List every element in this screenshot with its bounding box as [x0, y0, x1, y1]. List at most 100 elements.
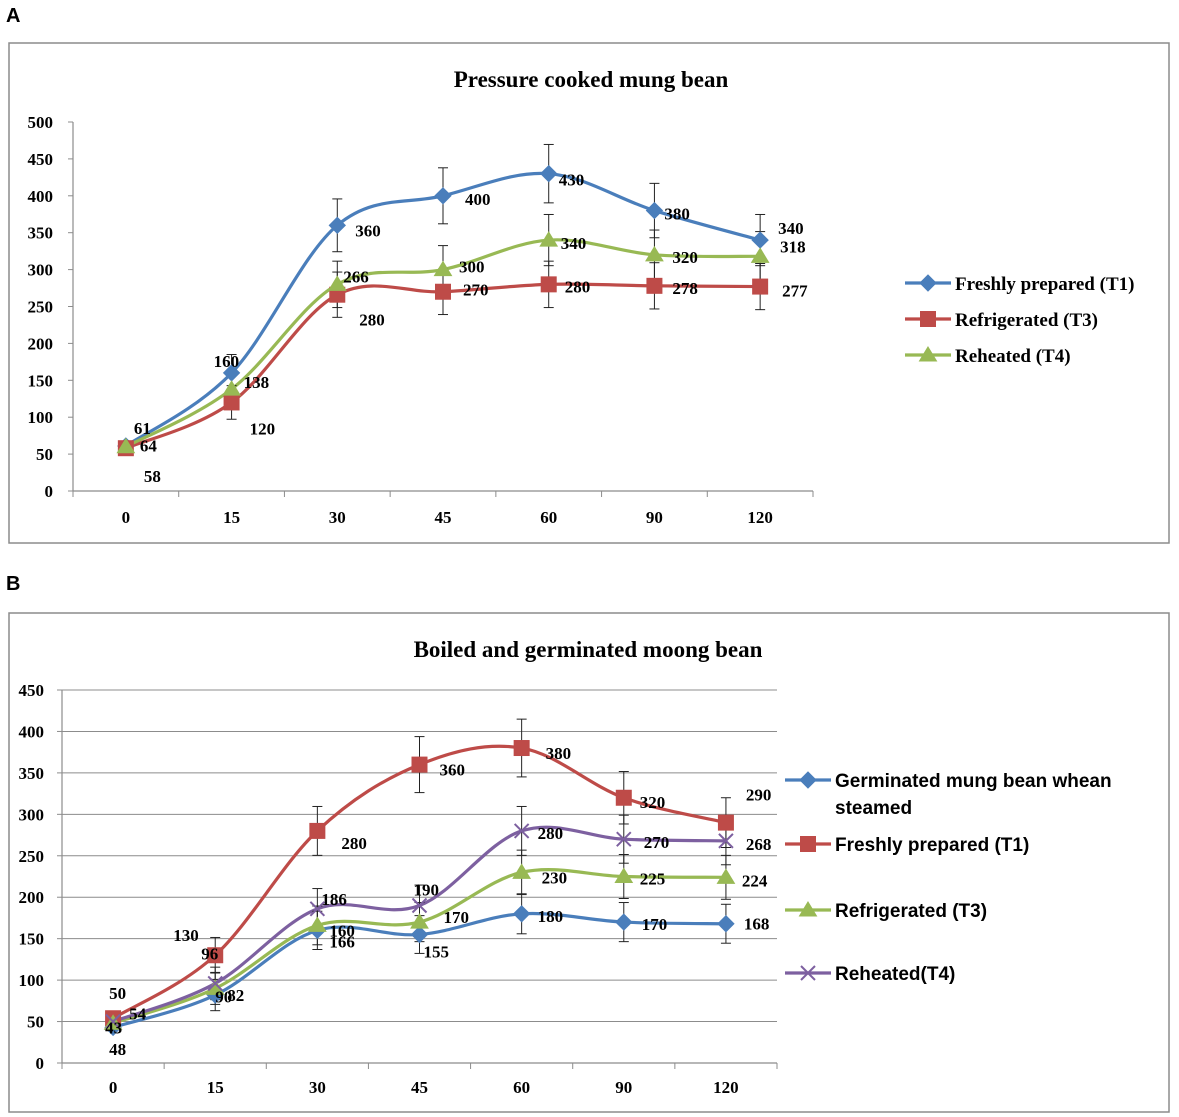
- data-label: 380: [664, 205, 690, 224]
- data-label: 50: [109, 984, 126, 1003]
- y-tick-label: 250: [28, 298, 54, 317]
- data-point: [539, 231, 559, 247]
- data-label: 58: [144, 467, 161, 486]
- data-label: 430: [559, 171, 585, 190]
- legend-label: Freshly prepared (T1): [955, 274, 1134, 295]
- legend-marker: [918, 346, 938, 362]
- data-point: [717, 814, 734, 831]
- data-point: [716, 868, 736, 884]
- legend-item: Reheated (T4): [905, 346, 1071, 367]
- x-tick-label: 60: [513, 1078, 530, 1097]
- legend-label: steamed: [835, 798, 912, 819]
- legend-marker: [799, 771, 817, 789]
- data-point: [207, 975, 223, 992]
- x-tick-label: 60: [540, 508, 557, 527]
- panel-b-title: Boiled and germinated moong bean: [414, 637, 763, 662]
- x-tick-label: 0: [122, 508, 131, 527]
- data-label: 318: [780, 237, 806, 256]
- y-tick-label: 150: [28, 371, 54, 390]
- data-label: 360: [355, 221, 381, 240]
- x-tick-label: 90: [615, 1078, 632, 1097]
- data-point: [512, 905, 531, 923]
- data-point: [116, 437, 136, 454]
- data-point: [434, 187, 452, 205]
- data-point: [309, 901, 326, 917]
- data-point: [615, 913, 633, 931]
- data-point: [309, 822, 326, 839]
- data-label: 225: [640, 870, 666, 889]
- data-label: 320: [672, 248, 698, 267]
- y-tick-label: 50: [27, 1013, 44, 1032]
- data-point: [433, 260, 453, 277]
- legend-item: Freshly prepared (T1): [785, 835, 1029, 856]
- data-point: [750, 247, 770, 263]
- legend-marker: [798, 901, 818, 917]
- x-tick-label: 30: [329, 508, 346, 527]
- data-label: 168: [744, 915, 770, 934]
- data-point: [614, 867, 634, 883]
- legend-label: Refrigerated (T3): [835, 901, 987, 922]
- data-label: 270: [463, 281, 489, 300]
- data-label: 160: [329, 921, 355, 940]
- data-point: [616, 831, 632, 847]
- data-label: 160: [214, 352, 240, 371]
- data-point: [752, 278, 769, 295]
- data-label: 280: [341, 834, 367, 853]
- data-point: [645, 245, 664, 262]
- x-tick-label: 0: [109, 1078, 118, 1097]
- data-label: 380: [546, 744, 572, 763]
- data-label: 180: [538, 907, 564, 926]
- data-point: [105, 1013, 121, 1030]
- x-tick-label: 120: [713, 1078, 739, 1097]
- data-label: 300: [459, 258, 485, 277]
- y-tick-label: 400: [28, 187, 54, 206]
- y-tick-label: 350: [19, 764, 45, 783]
- data-label: 82: [227, 986, 244, 1005]
- y-tick-label: 500: [28, 113, 54, 132]
- x-tick-label: 90: [646, 508, 663, 527]
- data-point: [307, 916, 327, 932]
- legend-item: Germinated mung bean whean steamed: [785, 771, 1112, 819]
- data-point: [513, 740, 530, 757]
- panel-a-frame: [8, 42, 1170, 544]
- panel-b-legend: Germinated mung bean whean steamed Freshly…: [785, 771, 1112, 985]
- data-label: 277: [782, 282, 808, 301]
- data-label: 360: [440, 761, 466, 780]
- panel-letter-a: A: [6, 5, 20, 27]
- x-tick-label: 15: [223, 508, 240, 527]
- data-point: [513, 823, 530, 839]
- y-tick-label: 0: [36, 1054, 45, 1073]
- data-point: [411, 756, 428, 773]
- data-point: [540, 164, 558, 183]
- panel-letter-b: B: [6, 573, 20, 595]
- legend-item: Freshly prepared (T1): [905, 274, 1134, 295]
- data-point: [512, 863, 532, 879]
- data-label: 400: [465, 190, 491, 209]
- panel-a-plot: 0 50 100 150 200 250 300 350 400 450 500 0 15 30 45 60 9…: [28, 113, 814, 527]
- data-point: [222, 380, 241, 396]
- legend-label: Reheated(T4): [835, 964, 955, 985]
- panel-a-title: Pressure cooked mung bean: [454, 67, 729, 92]
- legend-marker: [919, 274, 937, 292]
- data-label: 155: [424, 943, 450, 962]
- data-label: 130: [173, 926, 199, 945]
- data-label: 280: [565, 277, 591, 296]
- y-tick-label: 300: [28, 261, 54, 280]
- y-tick-label: 50: [36, 445, 53, 464]
- x-tick-label: 45: [411, 1078, 428, 1097]
- y-tick-label: 350: [28, 224, 54, 243]
- legend-label: Reheated (T4): [955, 346, 1071, 367]
- y-tick-label: 100: [19, 971, 45, 990]
- legend-marker: [800, 965, 816, 981]
- y-tick-label: 100: [28, 408, 54, 427]
- y-tick-label: 250: [19, 847, 45, 866]
- data-point: [223, 394, 240, 411]
- data-label: 61: [134, 419, 151, 438]
- x-tick-label: 45: [435, 508, 452, 527]
- data-label: 186: [321, 890, 347, 909]
- legend-item: Refrigerated (T3): [785, 901, 987, 922]
- data-label: 96: [201, 944, 218, 963]
- data-label: 280: [538, 824, 564, 843]
- data-label: 138: [244, 373, 269, 392]
- legend-label: Refrigerated (T3): [955, 310, 1098, 331]
